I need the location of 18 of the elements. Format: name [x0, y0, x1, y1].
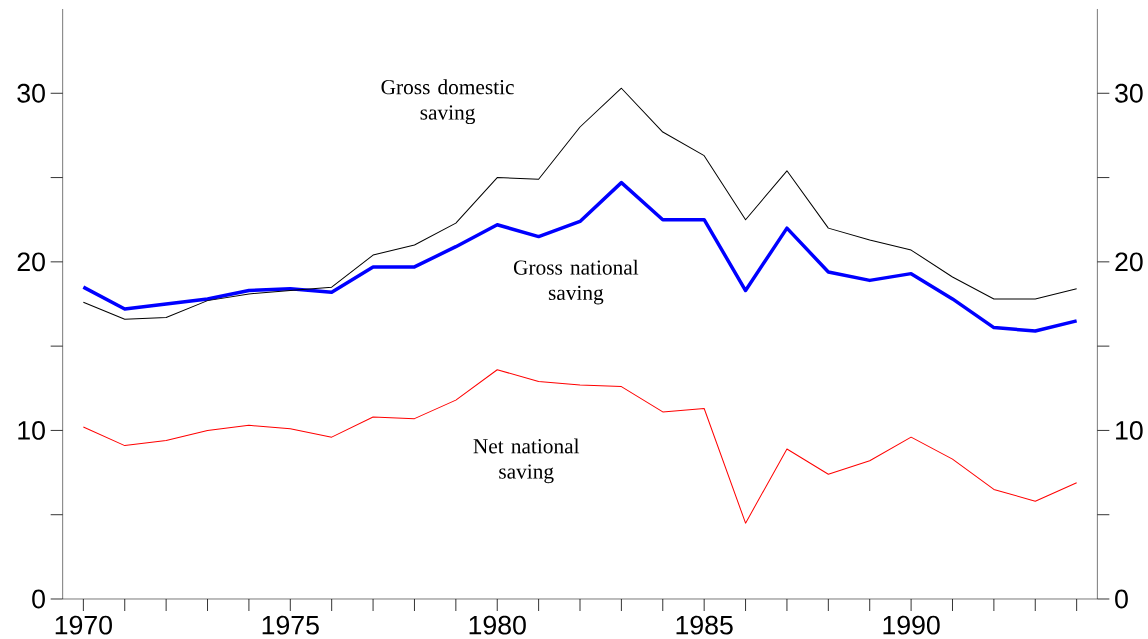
y-tick-label: 10	[18, 420, 45, 440]
y-tick-label: 20	[17, 252, 45, 272]
series-label: Gross national saving	[513, 259, 639, 305]
line-series	[82, 369, 1078, 524]
line-series	[81, 180, 1079, 333]
x-tick-label: 1990	[883, 615, 940, 635]
y-tick-label: 0	[32, 589, 45, 609]
y2-tick-label: 0	[1115, 589, 1128, 609]
x-tick-label: 1970	[55, 615, 112, 635]
y2-tick-label: 30	[1115, 83, 1143, 103]
series-label: Net national saving	[473, 438, 580, 484]
y-tick-label: 30	[17, 83, 45, 103]
y2-tick-label: 20	[1115, 252, 1143, 272]
x-tick-label: 1980	[469, 615, 526, 635]
text: Gross domestic saving	[381, 79, 514, 125]
x-tick-label: 1985	[676, 615, 733, 635]
y2-tick-label: 10	[1116, 420, 1143, 440]
x-tick-label: 1975	[262, 615, 319, 635]
